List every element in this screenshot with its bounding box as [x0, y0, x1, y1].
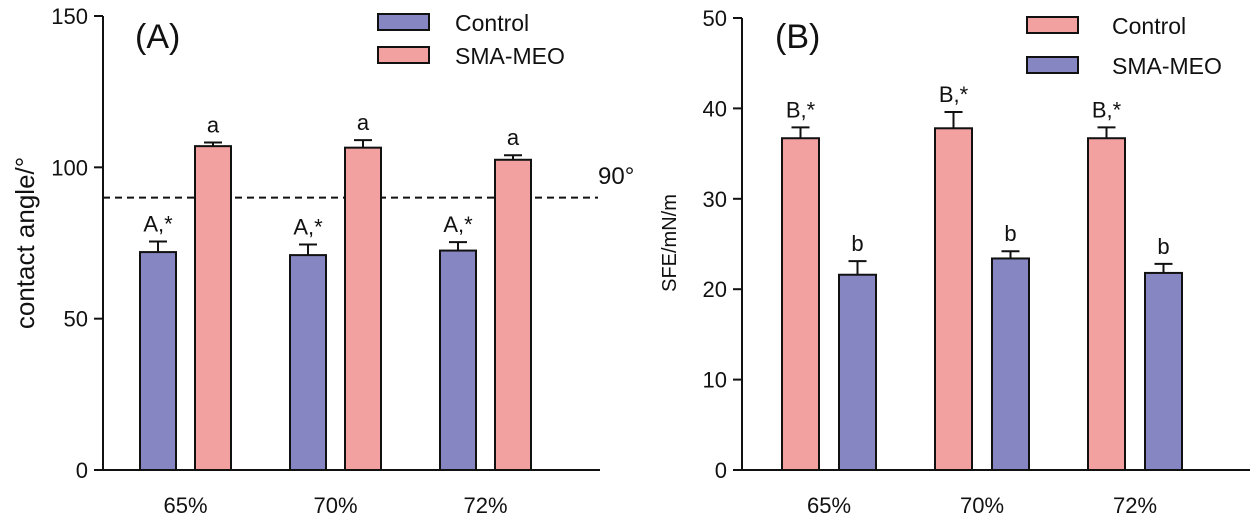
panel-b-sfe-chart: 0 10 20 30 40 50 SFE/mN/m (B) B,* b 65% B,* b 70% B,* b…: [659, 6, 1250, 518]
panel-a-contact-angle-chart: 0 50 100 150 contact angle/° (A) 90° A,* a 65% A,*…: [10, 4, 634, 518]
x-tick-label: 70%: [960, 493, 1004, 518]
bar-sma-meo-70pct: [991, 257, 1030, 471]
bar-control-65pct: [139, 251, 177, 471]
bar-sma-meo-65pct: [838, 273, 877, 471]
legend-label: Control: [1112, 13, 1186, 39]
legend-swatch: [1026, 56, 1079, 74]
legend-label: SMA-MEO: [1112, 53, 1222, 79]
y-tick-label: 150: [51, 4, 88, 29]
x-tick-label: 72%: [1113, 493, 1157, 518]
reference-line-label: 90°: [598, 163, 634, 190]
x-tick-label: 65%: [163, 493, 207, 518]
y-tick-label: 40: [703, 96, 727, 121]
bar-control-70pct: [934, 127, 973, 471]
y-tick-label: 10: [703, 368, 727, 393]
legend-label: Control: [455, 10, 529, 36]
significance-label: a: [357, 110, 370, 135]
significance-label: B,*: [939, 82, 969, 107]
bar-sma-meo-72pct: [494, 158, 532, 471]
legend-swatch: [377, 46, 430, 64]
significance-label: a: [507, 125, 520, 150]
significance-label: B,*: [1092, 97, 1122, 122]
panel-label: (A): [135, 18, 180, 56]
legend-swatch: [377, 13, 430, 31]
significance-label: b: [1157, 234, 1169, 259]
significance-label: B,*: [786, 97, 816, 122]
y-axis-label: SFE/mN/m: [659, 194, 681, 292]
y-tick-label: 0: [715, 458, 727, 483]
significance-label: b: [1004, 221, 1016, 246]
x-tick-label: 72%: [463, 493, 507, 518]
y-tick-label: 100: [51, 155, 88, 180]
bar-control-65pct: [781, 137, 820, 471]
bar-control-72pct: [1087, 137, 1126, 471]
significance-label: A,*: [293, 215, 323, 240]
y-tick-label: 30: [703, 187, 727, 212]
significance-label: a: [207, 113, 220, 138]
panel-label: (B): [775, 18, 820, 56]
x-tick-label: 65%: [807, 493, 851, 518]
legend-label: SMA-MEO: [455, 43, 565, 69]
bar-sma-meo-65pct: [194, 145, 232, 471]
y-tick-label: 0: [76, 458, 88, 483]
y-tick-label: 20: [703, 277, 727, 302]
significance-label: A,*: [443, 212, 473, 237]
y-tick-label: 50: [64, 307, 88, 332]
y-tick-label: 50: [703, 6, 727, 31]
significance-label: b: [851, 231, 863, 256]
bar-sma-meo-70pct: [344, 146, 382, 471]
bar-control-72pct: [439, 249, 477, 471]
x-tick-label: 70%: [313, 493, 357, 518]
bar-control-70pct: [289, 254, 327, 471]
legend-swatch: [1026, 16, 1079, 34]
y-axis-label: contact angle/°: [10, 157, 40, 329]
significance-label: A,*: [143, 211, 173, 236]
bar-sma-meo-72pct: [1144, 271, 1183, 472]
